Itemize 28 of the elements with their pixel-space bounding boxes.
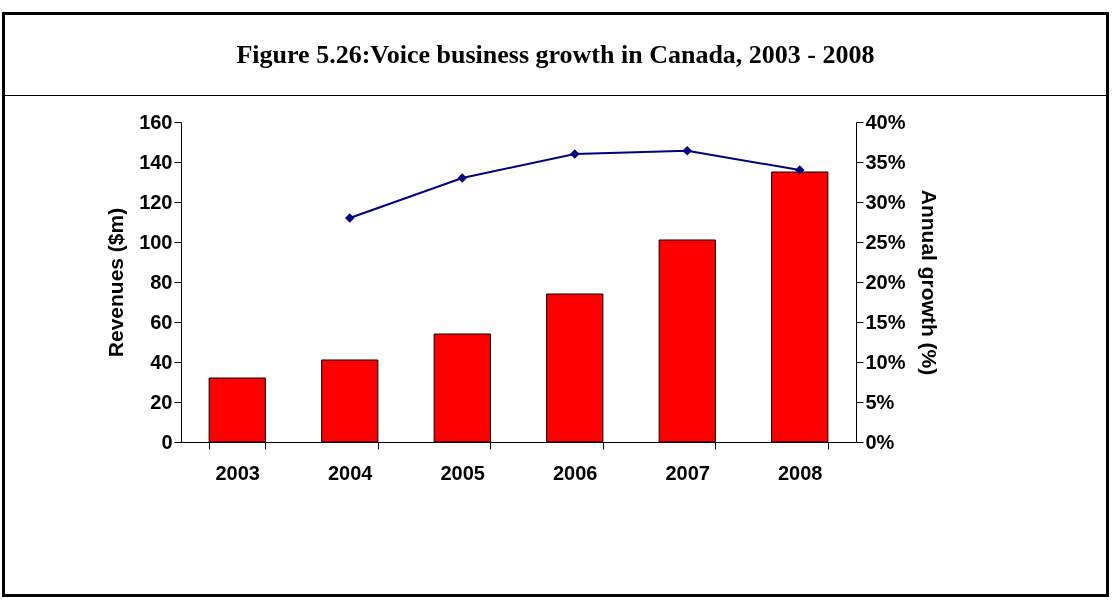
x-tick-label: 2006 [553, 461, 598, 484]
y-tick-label: 80 [150, 270, 173, 293]
y2-tick-label: 0% [865, 430, 895, 453]
y2-tick-label: 10% [865, 350, 906, 373]
y-axis-title: Revenues ($m) [104, 207, 128, 358]
y2-tick-label: 5% [865, 390, 895, 413]
y2-axis-title: Annual growth (%) [917, 189, 941, 376]
y2-tick-label: 15% [865, 310, 906, 333]
point [682, 146, 692, 156]
y-tick-label: 20 [150, 390, 173, 413]
y2-tick-label: 25% [865, 230, 906, 253]
x-tick-label: 2004 [328, 461, 374, 484]
y2-tick-label: 40% [865, 110, 906, 133]
x-tick-label: 2007 [665, 461, 710, 484]
chart-title: Figure 5.26:Voice business growth in Canada, 2003 - 2008 [5, 15, 1106, 96]
y-tick-label: 100 [139, 230, 173, 253]
y-tick-label: 120 [139, 190, 173, 213]
y-tick-label: 40 [150, 350, 173, 373]
y2-tick-label: 30% [865, 190, 906, 213]
y2-tick-label: 35% [865, 150, 906, 173]
y-tick-label: 160 [139, 110, 173, 133]
y2-tick-label: 20% [865, 270, 906, 293]
y-tick-label: 60 [150, 310, 173, 333]
x-tick-label: 2008 [778, 461, 823, 484]
y-tick-label: 0 [161, 430, 173, 453]
x-tick-label: 2003 [215, 461, 260, 484]
y-tick-label: 140 [139, 150, 173, 173]
x-tick-label: 2005 [440, 461, 485, 484]
